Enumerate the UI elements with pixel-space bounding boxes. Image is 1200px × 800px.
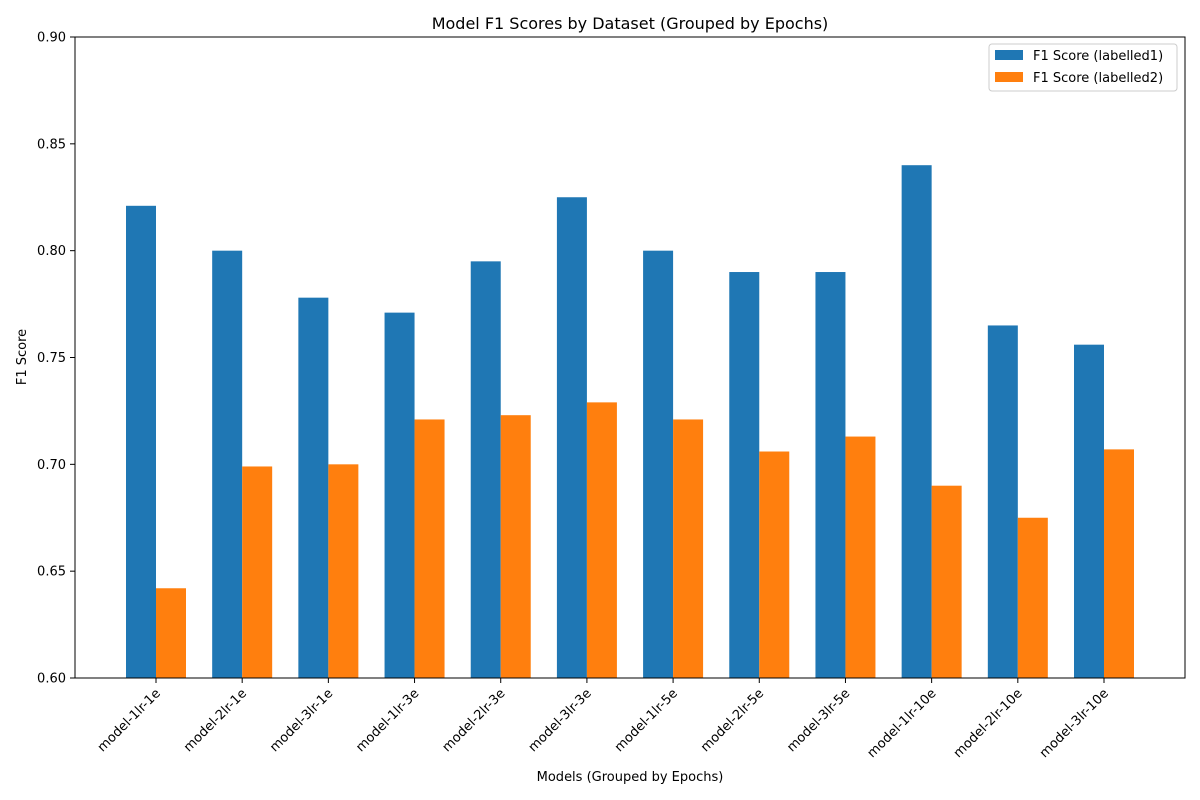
- bar-labelled1-model-3lr-5e: [815, 272, 846, 678]
- bar-labelled2-model-1lr-3e: [414, 419, 445, 678]
- legend-swatch-labelled2: [995, 72, 1023, 82]
- legend-box: [988, 43, 1178, 92]
- bar-labelled2-model-3lr-5e: [845, 436, 876, 678]
- bar-labelled1-model-2lr-10e: [987, 325, 1018, 678]
- bar-labelled1-model-3lr-1e: [298, 297, 329, 678]
- bar-labelled1-model-3lr-3e: [556, 197, 587, 678]
- bar-labelled2-model-2lr-10e: [1017, 517, 1048, 678]
- bar-labelled1-model-2lr-3e: [470, 261, 501, 678]
- y-tick-label: 0.75: [37, 351, 66, 366]
- y-axis-label: F1 Score: [15, 329, 30, 385]
- bar-labelled2-model-3lr-10e: [1104, 449, 1134, 678]
- bar-labelled2-model-3lr-3e: [586, 402, 617, 678]
- y-tick-label: 0.80: [37, 244, 66, 259]
- bar-labelled1-model-1lr-1e: [126, 205, 156, 679]
- bars-layer: [126, 165, 1134, 679]
- y-tick-label: 0.60: [37, 672, 66, 687]
- bar-labelled2-model-2lr-1e: [242, 466, 273, 678]
- legend-label-labelled1: F1 Score (labelled1): [1033, 49, 1163, 64]
- bar-labelled1-model-2lr-1e: [212, 250, 243, 679]
- bar-labelled1-model-3lr-10e: [1074, 344, 1104, 678]
- y-tick-label: 0.90: [37, 31, 66, 46]
- legend-label-labelled2: F1 Score (labelled2): [1033, 71, 1163, 86]
- bar-labelled1-model-1lr-10e: [901, 165, 932, 678]
- bar-labelled1-model-1lr-3e: [384, 312, 415, 678]
- bar-labelled2-model-3lr-1e: [328, 464, 359, 678]
- bar-labelled2-model-2lr-5e: [759, 451, 790, 678]
- y-axis-ticks: 0.60 0.65 0.70 0.75 0.80 0.85 0.90: [37, 31, 75, 687]
- bar-labelled2-model-1lr-1e: [156, 588, 186, 678]
- bar-labelled1-model-2lr-5e: [729, 272, 760, 678]
- bar-labelled2-model-2lr-3e: [500, 415, 531, 678]
- chart-title: Model F1 Scores by Dataset (Grouped by E…: [432, 14, 829, 33]
- bar-labelled2-model-1lr-10e: [931, 485, 962, 678]
- legend: F1 Score (labelled1) F1 Score (labelled2…: [988, 43, 1178, 92]
- x-axis-label: Models (Grouped by Epochs): [537, 770, 724, 785]
- y-tick-label: 0.65: [37, 565, 66, 580]
- y-tick-label: 0.70: [37, 458, 66, 473]
- bar-labelled1-model-1lr-5e: [643, 250, 674, 679]
- bar-labelled2-model-1lr-5e: [673, 419, 704, 678]
- y-tick-label: 0.85: [37, 137, 66, 152]
- legend-swatch-labelled1: [995, 50, 1023, 60]
